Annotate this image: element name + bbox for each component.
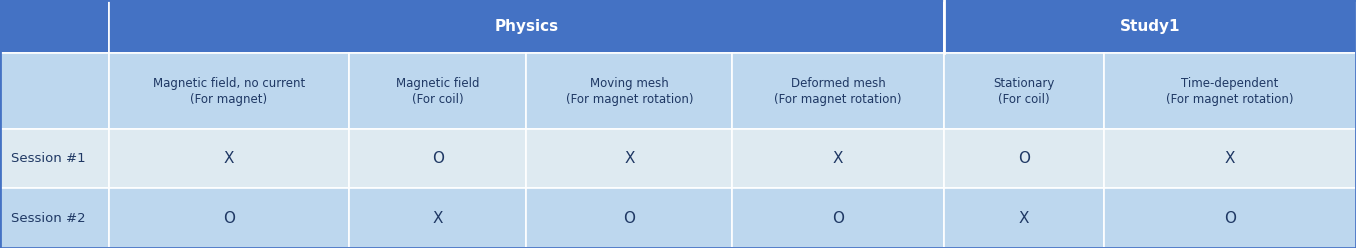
- Bar: [944, 188, 1104, 248]
- Text: X: X: [224, 151, 235, 166]
- Bar: [348, 129, 526, 188]
- Text: X: X: [433, 211, 443, 226]
- Text: Magnetic field
(For coil): Magnetic field (For coil): [396, 77, 480, 106]
- Bar: [0, 129, 108, 188]
- Bar: [732, 53, 944, 129]
- Bar: [526, 53, 732, 129]
- Bar: [0, 53, 108, 129]
- Text: X: X: [1018, 211, 1029, 226]
- Bar: [1104, 53, 1356, 129]
- Bar: [526, 188, 732, 248]
- Text: Magnetic field, no current
(For magnet): Magnetic field, no current (For magnet): [153, 77, 305, 106]
- Bar: [1104, 188, 1356, 248]
- Text: O: O: [1224, 211, 1237, 226]
- Bar: [348, 188, 526, 248]
- Bar: [944, 129, 1104, 188]
- Text: O: O: [222, 211, 235, 226]
- Bar: [108, 129, 348, 188]
- Bar: [732, 129, 944, 188]
- Text: O: O: [1018, 151, 1031, 166]
- Text: Moving mesh
(For magnet rotation): Moving mesh (For magnet rotation): [565, 77, 693, 106]
- Bar: [526, 129, 732, 188]
- Text: X: X: [624, 151, 635, 166]
- Bar: [944, 0, 1356, 53]
- Text: O: O: [833, 211, 845, 226]
- Text: Session #1: Session #1: [11, 152, 85, 165]
- Bar: [1104, 129, 1356, 188]
- Text: Deformed mesh
(For magnet rotation): Deformed mesh (For magnet rotation): [774, 77, 902, 106]
- Text: X: X: [833, 151, 843, 166]
- Text: Session #2: Session #2: [11, 212, 85, 225]
- Bar: [0, 0, 108, 53]
- Bar: [944, 53, 1104, 129]
- Bar: [348, 53, 526, 129]
- Text: Physics: Physics: [495, 19, 559, 34]
- Text: O: O: [431, 151, 443, 166]
- Bar: [108, 53, 348, 129]
- Text: Time-dependent
(For magnet rotation): Time-dependent (For magnet rotation): [1166, 77, 1294, 106]
- Text: Study1: Study1: [1120, 19, 1180, 34]
- Text: O: O: [624, 211, 636, 226]
- Text: X: X: [1224, 151, 1235, 166]
- Bar: [108, 0, 944, 53]
- Bar: [108, 188, 348, 248]
- Text: Stationary
(For coil): Stationary (For coil): [994, 77, 1055, 106]
- Bar: [0, 188, 108, 248]
- Bar: [732, 188, 944, 248]
